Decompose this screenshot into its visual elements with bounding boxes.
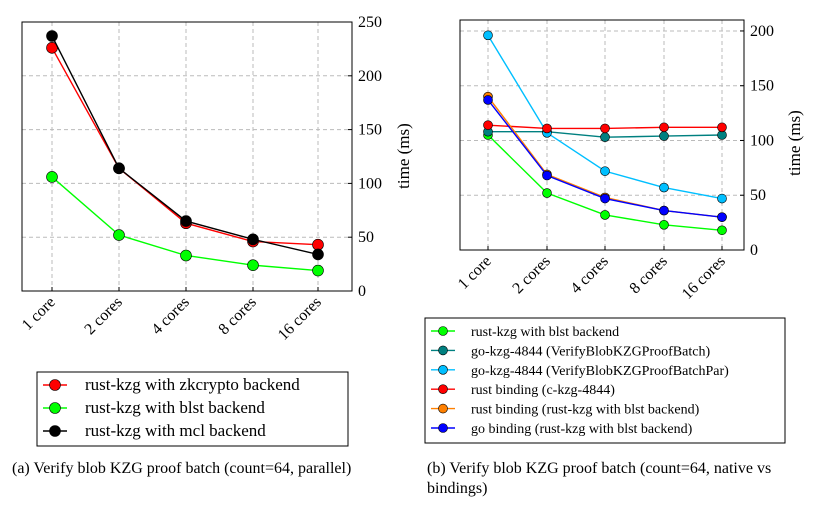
legend-b: rust-kzg with blst backend go-kzg-4844 (V…	[424, 317, 786, 444]
x-tick-label: 16 cores	[275, 294, 325, 344]
y-tick-label: 0	[750, 242, 758, 259]
legend-label: rust binding (c-kzg-4844)	[471, 383, 615, 398]
data-point	[180, 215, 192, 227]
chart-b: 0 50 100 150 200 1 core 2 cores 4 cores 8 cores 1…	[424, 19, 804, 444]
legend-a: rust-kzg with zkcrypto backend rust-kzg w…	[36, 371, 349, 447]
legend-frame	[424, 317, 786, 444]
y-tick-label: 150	[750, 78, 774, 95]
legend-swatch-marker	[438, 384, 448, 395]
data-point	[312, 264, 324, 277]
y-tick-label: 50	[750, 187, 766, 204]
data-point	[659, 131, 669, 141]
data-point	[247, 233, 259, 246]
y-tick-label: 200	[750, 23, 774, 40]
data-point	[600, 123, 610, 134]
x-tick-label: 8 cores	[626, 253, 670, 297]
y-tick-label: 200	[358, 68, 382, 85]
data-point	[113, 229, 125, 241]
legend-frame	[36, 371, 349, 447]
data-point	[659, 220, 669, 230]
data-point	[312, 248, 324, 261]
data-point	[542, 123, 552, 134]
plot-frame-a	[21, 21, 353, 292]
data-point	[483, 30, 493, 41]
legend-swatch-marker	[49, 379, 61, 391]
series-a-2	[46, 171, 324, 277]
y-tick-label: 100	[750, 132, 774, 149]
x-tick-label: 16 cores	[679, 253, 729, 303]
data-point	[542, 188, 552, 198]
x-tick-label: 4 cores	[567, 253, 611, 297]
y-tick-label: 0	[358, 283, 366, 300]
x-tick-label: 1 core	[19, 294, 59, 334]
legend-label: rust-kzg with blst backend	[85, 398, 265, 417]
y-tick-label: 150	[358, 122, 382, 139]
data-point	[659, 205, 669, 216]
data-point	[483, 95, 493, 105]
data-point	[113, 162, 125, 175]
y-axis-title: time (ms)	[394, 123, 413, 189]
data-point	[659, 182, 669, 193]
legend-swatch-marker	[49, 402, 61, 414]
y-tick-label: 100	[358, 175, 382, 192]
y-axis-title: time (ms)	[785, 110, 804, 176]
data-point	[600, 210, 610, 220]
legend-swatch-marker	[438, 403, 448, 414]
data-point	[659, 122, 669, 133]
legend-label: rust-kzg with zkcrypto backend	[85, 375, 300, 394]
data-point	[46, 30, 58, 42]
data-point	[717, 212, 727, 222]
legend-swatch-marker	[438, 364, 448, 375]
data-point	[717, 122, 727, 133]
x-tick-label: 4 cores	[148, 294, 192, 338]
y-tick-label: 50	[358, 229, 374, 246]
data-point	[312, 238, 324, 251]
legend-label: rust binding (rust-kzg with blst backend…	[471, 403, 700, 418]
data-point	[600, 166, 610, 176]
data-point	[717, 193, 727, 204]
y-tick-label: 250	[358, 14, 382, 31]
data-point	[247, 259, 259, 271]
data-point	[717, 225, 727, 236]
data-point	[483, 120, 493, 130]
series-b-4	[483, 120, 727, 134]
data-point	[180, 249, 192, 262]
data-point	[600, 193, 610, 204]
legend-label: rust-kzg with blst backend	[471, 325, 619, 340]
data-point	[46, 171, 58, 183]
legend-swatch-marker	[438, 423, 448, 433]
legend-swatch-marker	[438, 326, 448, 336]
legend-swatch-marker	[49, 425, 61, 437]
x-tick-label: 2 cores	[81, 294, 125, 338]
x-tick-label: 1 core	[455, 253, 495, 293]
plot-frame-b	[459, 19, 745, 251]
caption-b: (b) Verify blob KZG proof batch (count=6…	[427, 460, 772, 497]
x-tick-label: 2 cores	[509, 253, 553, 297]
series-line	[51, 47, 319, 246]
data-point	[542, 170, 552, 181]
caption-a: (a) Verify blob KZG proof batch (count=6…	[12, 460, 352, 477]
legend-swatch-marker	[438, 345, 448, 356]
legend-label: go binding (rust-kzg with blst backend)	[471, 422, 693, 437]
legend-label: go-kzg-4844 (VerifyBlobKZGProofBatchPar)	[471, 364, 729, 379]
series-b-6	[483, 95, 727, 222]
legend-label: rust-kzg with mcl backend	[85, 421, 266, 440]
x-tick-label: 8 cores	[215, 294, 259, 338]
legend-label: go-kzg-4844 (VerifyBlobKZGProofBatch)	[471, 344, 710, 359]
data-point	[600, 132, 610, 142]
series-a-3	[46, 30, 324, 261]
series-b-3	[483, 30, 727, 204]
chart-a: 0 50 100 150 200 250 1 core 2 cores 4 cores 8 cor…	[19, 14, 413, 447]
